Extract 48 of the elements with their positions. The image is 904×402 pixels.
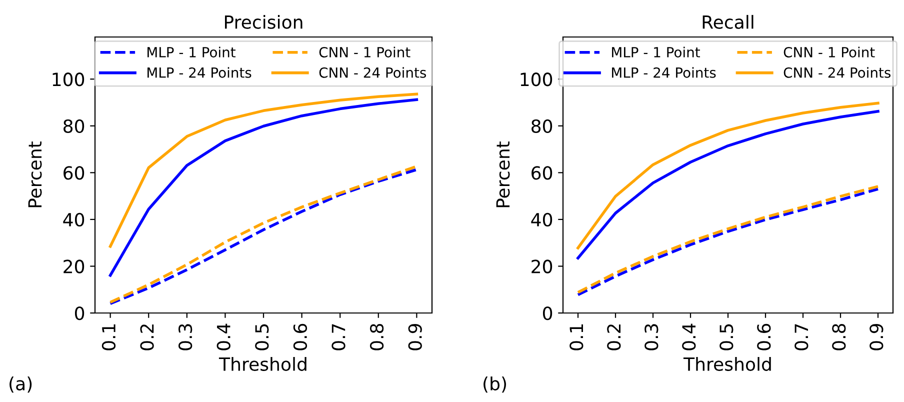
line-series — [108, 92, 418, 248]
x-tick-label: 0.5 — [720, 324, 734, 350]
x-axis-title: Threshold — [683, 356, 771, 371]
chart-title: Recall — [702, 14, 754, 29]
y-tick-label: 80 — [532, 119, 552, 133]
y-tick-label: 40 — [531, 212, 552, 227]
y-axis-title: Percent — [496, 141, 510, 208]
x-tick-label: 0.3 — [178, 324, 192, 350]
legend-label: CNN - 1 Point — [784, 46, 875, 58]
chart-title: Precision — [224, 14, 302, 29]
y-tick-label: 20 — [532, 260, 552, 274]
legend-label: MLP - 1 Point — [148, 46, 236, 58]
x-tick-label: 0.2 — [607, 324, 621, 350]
line-series — [108, 98, 418, 277]
y-tick-label: 20 — [64, 260, 84, 274]
text: (a) — [10, 376, 32, 393]
legend-label: MLP - 1 Point — [612, 46, 700, 58]
x-tick-label: 0.2 — [140, 324, 154, 350]
x-tick-label: 0.6 — [293, 324, 308, 350]
y-tick-label: 0 — [74, 306, 84, 320]
x-tick-label: 0.6 — [757, 324, 771, 350]
y-tick-label: 40 — [63, 212, 84, 227]
text: (b) — [484, 376, 506, 393]
x-tick-label: 0.4 — [216, 324, 230, 350]
x-tick-label: 0.8 — [832, 324, 846, 350]
x-tick-label: 0.9 — [870, 324, 884, 350]
x-axis-title: Threshold — [218, 356, 306, 371]
x-tick-label: 0.1 — [102, 324, 116, 350]
legend-label: CNN - 24 Points — [784, 67, 890, 78]
x-tick-label: 0.3 — [644, 324, 658, 350]
legend-label: CNN - 1 Point — [319, 46, 410, 58]
x-tick-label: 0.1 — [570, 324, 584, 350]
x-tick-label: 0.5 — [255, 324, 269, 350]
y-tick-label: 0 — [542, 306, 552, 320]
y-axis-title: Percent — [28, 141, 42, 208]
y-tick-label: 100 — [520, 72, 552, 86]
y-tick-label: 100 — [52, 72, 84, 86]
y-tick-label: 60 — [64, 166, 84, 180]
x-tick-label: 0.4 — [682, 324, 696, 350]
x-tick-label: 0.9 — [408, 324, 422, 350]
legend-label: MLP - 24 Points — [612, 67, 716, 78]
x-tick-label: 0.7 — [332, 324, 346, 350]
legend-label: CNN - 24 Points — [319, 67, 426, 78]
y-tick-label: 60 — [532, 166, 552, 180]
x-tick-label: 0.7 — [794, 324, 808, 350]
x-tick-label: 0.8 — [370, 324, 384, 350]
legend-label: MLP - 24 Points — [148, 67, 252, 78]
y-tick-label: 80 — [64, 119, 84, 133]
